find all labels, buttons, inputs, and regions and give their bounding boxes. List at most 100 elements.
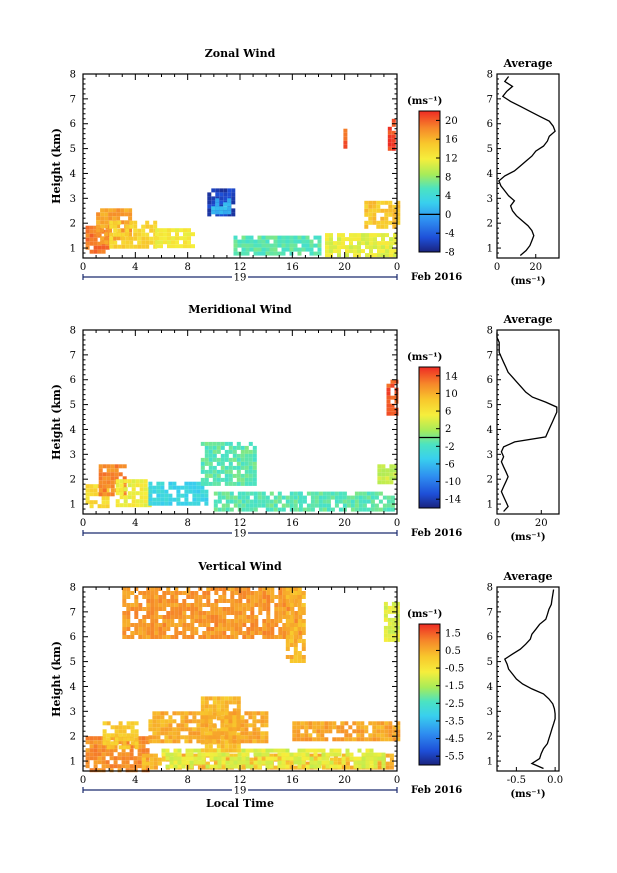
data-cell [194,607,199,611]
data-cell [337,233,341,238]
data-cell [240,731,245,736]
data-cell [262,607,267,611]
data-cell [241,251,246,256]
average-frame [496,73,560,259]
data-cell [143,499,148,504]
data-cell [245,756,250,761]
data-cell [353,764,358,769]
data-cell [273,499,278,504]
data-cell [108,212,113,217]
data-cell [374,491,379,496]
data-cell [369,756,374,761]
data-cell [248,739,253,744]
data-cell [257,764,262,769]
data-cell [210,631,215,635]
data-cell [324,737,329,742]
data-cell [208,453,213,458]
data-cell [188,711,193,716]
data-cell [227,192,232,197]
data-cell [390,395,395,400]
colorbar-tick-label: -0.5 [445,664,464,675]
data-cell [332,725,337,730]
data-cell [237,243,242,248]
average-x-label: (ms⁻¹) [510,276,545,287]
data-cell [232,449,237,454]
data-cell [163,232,167,237]
data-cell [142,631,147,635]
data-cell [214,607,219,611]
data-cell [329,245,333,250]
data-cell [382,507,387,512]
data-cell [160,715,165,720]
data-cell [265,495,270,500]
data-cell [200,748,205,753]
y-tick-label: 4 [70,169,76,180]
data-cell [202,623,207,627]
average-y-tick-label: 8 [487,70,493,81]
data-cell [201,756,206,761]
data-cell [110,464,115,469]
data-cell [123,495,128,500]
data-cell [270,627,275,631]
data-cell [297,764,302,769]
data-cell [149,753,154,758]
data-cell [192,711,197,716]
data-cell [337,764,342,769]
data-cell [153,753,158,758]
data-cell [293,635,298,639]
data-cell [392,729,397,734]
data-cell [155,232,159,237]
data-cell [309,748,314,753]
data-cell [98,484,103,489]
data-cell [300,721,305,726]
data-cell [110,476,115,481]
data-cell [261,499,266,504]
data-cell [237,503,242,508]
data-cell [182,591,187,595]
data-cell [133,220,138,225]
data-cell [155,236,159,241]
data-cell [171,240,175,245]
data-cell [253,757,258,762]
data-cell [218,607,223,611]
data-cell [200,477,205,482]
data-cell [130,721,135,726]
data-cell [250,619,255,623]
data-cell [207,212,212,217]
data-cell [344,733,349,738]
data-cell [234,611,239,615]
data-cell [357,760,362,765]
data-cell [278,599,283,603]
data-cell [198,619,203,623]
data-cell [185,752,190,757]
data-cell [198,635,203,639]
data-cell [285,623,290,627]
data-cell [182,635,187,639]
data-cell [257,235,262,240]
data-cell [320,733,325,738]
data-cell [366,499,371,504]
data-cell [330,495,335,500]
data-cell [226,611,231,615]
data-cell [238,623,243,627]
data-cell [93,249,98,254]
date-day: 19 [234,273,247,284]
data-cell [130,733,135,738]
data-cell [298,635,303,639]
data-cell [126,587,131,591]
data-cell [273,748,278,753]
data-cell [332,737,337,742]
data-cell [302,495,307,500]
data-cell [214,591,219,595]
data-cell [372,220,377,225]
data-cell [105,764,110,769]
x-tick-label: 0 [394,775,400,786]
data-cell [368,216,373,221]
data-cell [228,719,233,724]
data-cell [364,725,369,730]
data-cell [387,138,392,143]
data-cell [341,233,345,238]
data-cell [213,764,218,769]
data-cell [245,243,250,248]
data-cell [145,740,150,745]
